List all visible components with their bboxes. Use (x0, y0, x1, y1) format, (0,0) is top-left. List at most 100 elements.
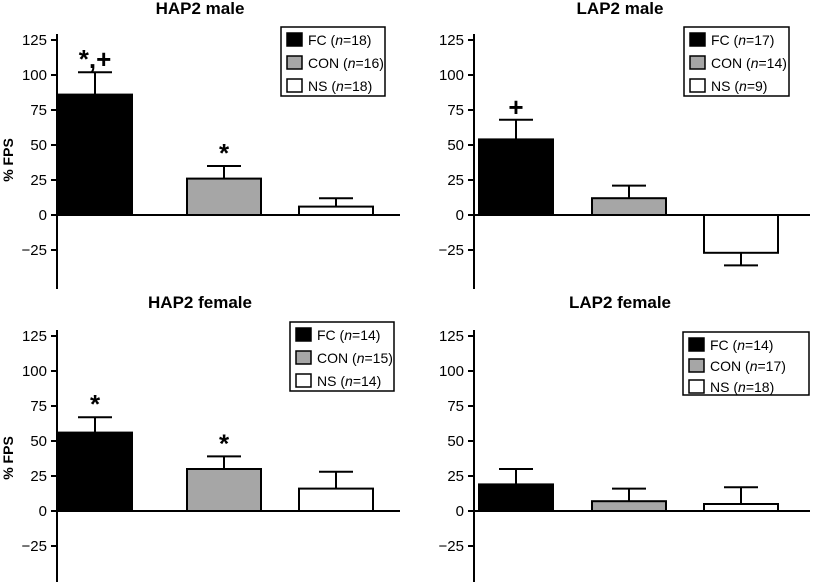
significance-label: * (219, 428, 230, 458)
y-tick-label: 125 (439, 32, 464, 49)
legend-open-paren: ( (339, 55, 348, 71)
legend-open-paren: ( (336, 373, 345, 389)
legend-open-paren: ( (327, 78, 336, 94)
legend-n-count: =9 (747, 78, 763, 94)
significance-label: + (508, 92, 523, 122)
significance-label: * (90, 389, 101, 419)
legend-close-paren: ) (388, 350, 393, 366)
legend-n-count: =18 (344, 78, 368, 94)
legend-n-count: =14 (758, 55, 782, 71)
y-tick-label: 100 (439, 67, 464, 84)
legend-close-paren: ) (376, 327, 381, 343)
chart-title: HAP2 male (156, 0, 245, 18)
legend-close-paren: ) (782, 55, 787, 71)
legend-series-name: FC (308, 32, 327, 48)
legend-series-name: CON (711, 55, 742, 71)
y-tick-label: 0 (39, 207, 47, 224)
legend-swatch (286, 55, 303, 70)
bar-fc (478, 138, 554, 216)
legend-entry: FC (n=14) (317, 327, 380, 343)
bar-con (186, 177, 262, 217)
y-tick-label: 50 (30, 433, 47, 450)
legend-swatch (688, 379, 705, 394)
y-tick-label: 75 (30, 102, 47, 119)
legend-swatch (689, 55, 706, 70)
legend-n-symbol: n (738, 379, 746, 395)
legend-entry: NS (n=18) (710, 379, 774, 395)
bar-fc (478, 483, 554, 512)
legend-entry: CON (n=16) (308, 55, 384, 71)
legend-swatch (295, 327, 312, 342)
legend-swatch (688, 337, 705, 352)
legend-close-paren: ) (769, 337, 774, 353)
y-tick-label: 0 (456, 207, 464, 224)
legend-close-paren: ) (379, 55, 384, 71)
y-tick-label: 25 (447, 468, 464, 485)
legend-close-paren: ) (377, 373, 382, 389)
legend-open-paren: ( (336, 327, 345, 343)
legend-open-paren: ( (327, 32, 336, 48)
legend-close-paren: ) (763, 78, 768, 94)
legend-n-count: =14 (353, 373, 377, 389)
y-tick-label: 50 (447, 433, 464, 450)
legend-series-name: NS (711, 78, 730, 94)
legend-n-symbol: n (739, 78, 747, 94)
chart-title: LAP2 female (569, 293, 671, 312)
bar-ns (703, 503, 779, 512)
y-tick-label: 100 (439, 363, 464, 380)
legend: FC (n=14)CON (n=17)NS (n=18) (682, 331, 810, 396)
legend-n-symbol: n (750, 358, 758, 374)
significance-label: *,+ (79, 44, 112, 74)
legend: FC (n=18)CON (n=16)NS (n=18) (280, 26, 386, 97)
y-tick-label: 100 (22, 363, 47, 380)
legend-open-paren: ( (729, 379, 738, 395)
legend-n-symbol: n (348, 55, 356, 71)
y-tick-label: 50 (447, 137, 464, 154)
legend-series-name: FC (317, 327, 336, 343)
legend-n-symbol: n (357, 350, 365, 366)
bar-ns (298, 205, 374, 217)
y-tick-label: −25 (439, 242, 464, 259)
legend-series-name: NS (710, 379, 729, 395)
legend-entry: NS (n=14) (317, 373, 381, 389)
y-tick-label: 125 (22, 32, 47, 49)
legend-open-paren: ( (741, 358, 750, 374)
legend-entry: CON (n=14) (711, 55, 787, 71)
legend-swatch (688, 358, 705, 373)
y-tick-label: 75 (447, 398, 464, 415)
legend-close-paren: ) (781, 358, 786, 374)
legend-open-paren: ( (729, 337, 738, 353)
legend-n-count: =17 (746, 32, 770, 48)
y-tick-label: −25 (439, 538, 464, 555)
legend-series-name: CON (317, 350, 348, 366)
chart-title: HAP2 female (148, 293, 252, 312)
legend-n-symbol: n (737, 337, 745, 353)
bar-ns (298, 487, 374, 513)
legend-entry: CON (n=17) (710, 358, 786, 374)
legend-close-paren: ) (367, 32, 372, 48)
bar-ns (703, 214, 779, 254)
legend-n-symbol: n (738, 32, 746, 48)
legend-entry: NS (n=9) (711, 78, 767, 94)
legend-swatch (689, 78, 706, 93)
legend-open-paren: ( (742, 55, 751, 71)
legend-n-count: =15 (364, 350, 388, 366)
legend-close-paren: ) (770, 379, 775, 395)
bar-con (591, 197, 667, 216)
legend-n-count: =16 (355, 55, 379, 71)
legend: FC (n=14)CON (n=15)NS (n=14) (289, 321, 395, 392)
significance-label: * (219, 138, 230, 168)
bar-fc (57, 93, 133, 216)
chart-title: LAP2 male (577, 0, 664, 18)
legend-swatch (295, 373, 312, 388)
legend-entry: FC (n=18) (308, 32, 371, 48)
legend-n-symbol: n (344, 327, 352, 343)
y-tick-label: 125 (439, 328, 464, 345)
legend-series-name: FC (710, 337, 729, 353)
y-tick-label: 75 (447, 102, 464, 119)
y-axis-label: % FPS (0, 436, 16, 480)
legend-swatch (286, 78, 303, 93)
